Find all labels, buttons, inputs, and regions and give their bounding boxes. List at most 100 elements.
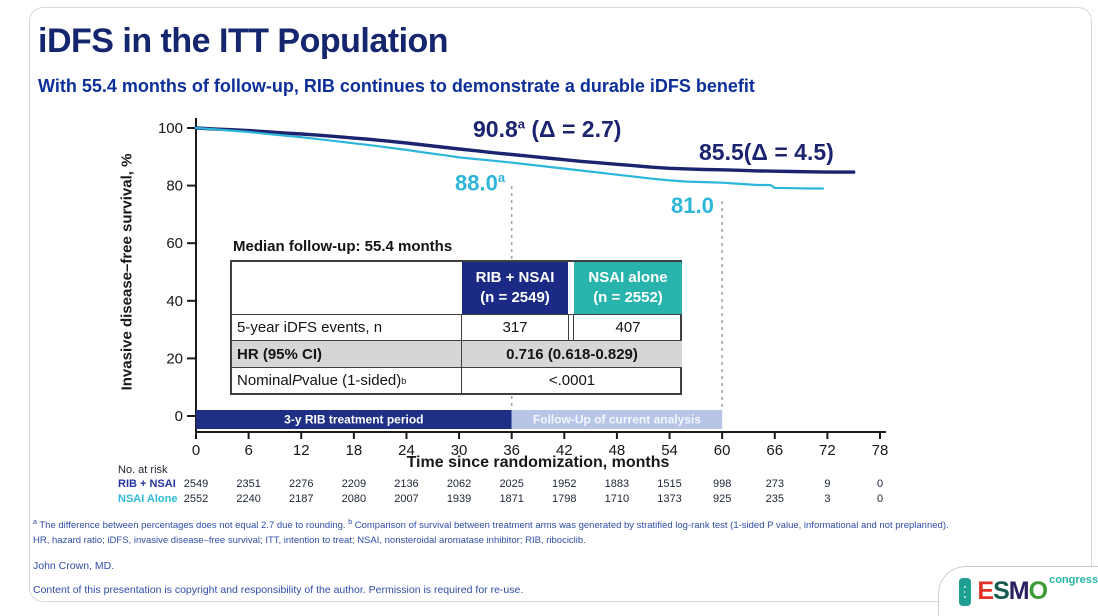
- annotation-value: 88.0: [455, 170, 498, 196]
- at-risk-value: 1871: [499, 493, 524, 505]
- x-tick-label: 0: [192, 442, 200, 459]
- table-header-nsai: NSAI alone (n = 2552): [574, 262, 682, 314]
- header-arm-n: (n = 2549): [480, 289, 550, 306]
- footnote-line-2: HR, hazard ratio; iDFS, invasive disease…: [33, 534, 586, 546]
- at-risk-value: 1939: [446, 493, 472, 505]
- pvalue-label-p: P: [292, 372, 303, 389]
- y-tick-label: 60: [166, 235, 183, 252]
- footnote-line-1: a The difference between percentages doe…: [33, 518, 1083, 534]
- header-arm-name: RIB + NSAI: [475, 268, 555, 286]
- row-hr-label: HR (95% CI): [232, 340, 462, 367]
- at-risk-value: 998: [712, 478, 732, 490]
- pvalue-label-post: value (1-sided): [302, 372, 402, 389]
- y-tick-label: 80: [166, 178, 183, 195]
- row-hr-value: 0.716 (0.618-0.829): [462, 340, 682, 367]
- median-followup-label: Median follow-up: 55.4 months: [233, 238, 453, 255]
- at-risk-value: 2276: [288, 478, 314, 490]
- row-events-rib-value: 317: [462, 314, 568, 340]
- at-risk-value: 2136: [394, 478, 419, 490]
- author-credit: John Crown, MD.: [33, 560, 115, 572]
- x-tick-label: 66: [766, 442, 783, 459]
- at-risk-value: 0: [876, 478, 884, 490]
- treatment-bar-label-1: Follow-Up of current analysis: [533, 413, 701, 427]
- y-tick-label: 0: [175, 408, 183, 425]
- at-risk-value: 1515: [657, 478, 682, 490]
- annotation-rib-36mo: 90.8a (Δ = 2.7): [473, 116, 621, 143]
- footnote-b-marker: b: [348, 519, 353, 526]
- pvalue-label-pre: Nominal: [237, 372, 293, 389]
- at-risk-value: 1373: [657, 493, 682, 505]
- row-pvalue-value: <.0001: [462, 367, 682, 393]
- results-table: RIB + NSAI (n = 2549) NSAI alone (n = 2552…: [230, 260, 682, 395]
- esmo-wordmark: ESMO: [977, 577, 1048, 605]
- esmo-letter: E: [977, 577, 994, 605]
- treatment-bar-1: [511, 410, 723, 429]
- footnote-b-text: Comparison of survival between treatment…: [352, 520, 949, 532]
- badge-line: [964, 590, 966, 593]
- treatment-bar-label-0: 3-y RIB treatment period: [284, 413, 423, 427]
- table-header-rib: RIB + NSAI (n = 2549): [462, 262, 568, 314]
- x-tick-label: 12: [293, 442, 310, 459]
- at-risk-value: 3: [824, 493, 831, 505]
- annotation-delta: (Δ = 2.7): [525, 116, 622, 142]
- at-risk-value: 2062: [446, 478, 472, 490]
- km-curve-rib-nsai: [194, 126, 856, 174]
- x-tick-label: 6: [244, 442, 252, 459]
- badge-line: [964, 585, 967, 588]
- row-events-label: 5-year iDFS events, n: [232, 314, 462, 340]
- at-risk-value: 2552: [183, 493, 209, 505]
- annotation-value: 90.8: [473, 116, 518, 142]
- pvalue-label-sup: b: [401, 375, 407, 386]
- row-events-nsai-value: 407: [574, 314, 682, 340]
- footnotes: a The difference between percentages doe…: [33, 518, 1083, 549]
- annotation-nsai-60mo: 81.0: [671, 193, 714, 219]
- at-risk-value: 273: [765, 478, 784, 490]
- km-curve-nsai-alone: [194, 126, 825, 190]
- row-pvalue-label: Nominal P value (1-sided) b: [232, 367, 462, 393]
- treatment-bar-0: [196, 410, 512, 429]
- badge-line: [964, 595, 967, 598]
- x-tick-label: 24: [398, 442, 415, 459]
- esmo-congress-text: congress: [1049, 574, 1098, 586]
- at-risk-value: 2209: [341, 478, 367, 490]
- table-corner-cell: [232, 262, 462, 314]
- esmo-letter: O: [1028, 577, 1048, 605]
- at-risk-label: No. at risk: [118, 464, 168, 476]
- x-tick-label: 18: [346, 442, 363, 459]
- at-risk-value: 1710: [604, 493, 630, 505]
- annotation-value: 81.0: [671, 193, 714, 218]
- at-risk-value: 2080: [341, 493, 367, 505]
- x-tick-label: 30: [451, 442, 468, 459]
- footnote-a-text: The difference between percentages does …: [36, 520, 349, 532]
- at-risk-value: 2007: [394, 493, 419, 505]
- esmo-letter: M: [1008, 577, 1030, 605]
- at-risk-value: 925: [712, 493, 732, 505]
- x-tick-label: 78: [872, 442, 889, 459]
- y-tick-label: 100: [158, 120, 183, 137]
- esmo-congress-logo: ESMO congress: [938, 566, 1098, 616]
- footnote-a-marker: a: [33, 519, 37, 526]
- annotation-value: 85.5: [699, 139, 744, 165]
- header-arm-name: NSAI alone: [588, 268, 668, 286]
- y-tick-label: 40: [166, 293, 183, 310]
- at-risk-value: 2187: [288, 493, 314, 505]
- y-axis-label: Invasive disease–free survival, %: [118, 153, 136, 391]
- x-tick-label: 72: [819, 442, 836, 459]
- annotation-sup: a: [497, 170, 506, 185]
- at-risk-value: 1952: [552, 478, 577, 490]
- x-tick-label: 36: [503, 442, 520, 459]
- at-risk-row-rib-label: RIB + NSAI: [118, 478, 176, 490]
- at-risk-value: 1798: [552, 493, 577, 505]
- at-risk-value: 0: [876, 493, 884, 505]
- page-title: iDFS in the ITT Population: [38, 22, 449, 60]
- y-tick-label: 20: [166, 350, 183, 367]
- annotation-sup: a: [517, 116, 525, 132]
- x-tick-label: 48: [609, 442, 626, 459]
- copyright-notice: Content of this presentation is copyrigh…: [33, 584, 524, 596]
- x-tick-label: 54: [661, 442, 678, 459]
- at-risk-row-nsai-label: NSAI Alone: [118, 493, 178, 505]
- x-tick-label: 42: [556, 442, 573, 459]
- at-risk-value: 2240: [236, 493, 261, 505]
